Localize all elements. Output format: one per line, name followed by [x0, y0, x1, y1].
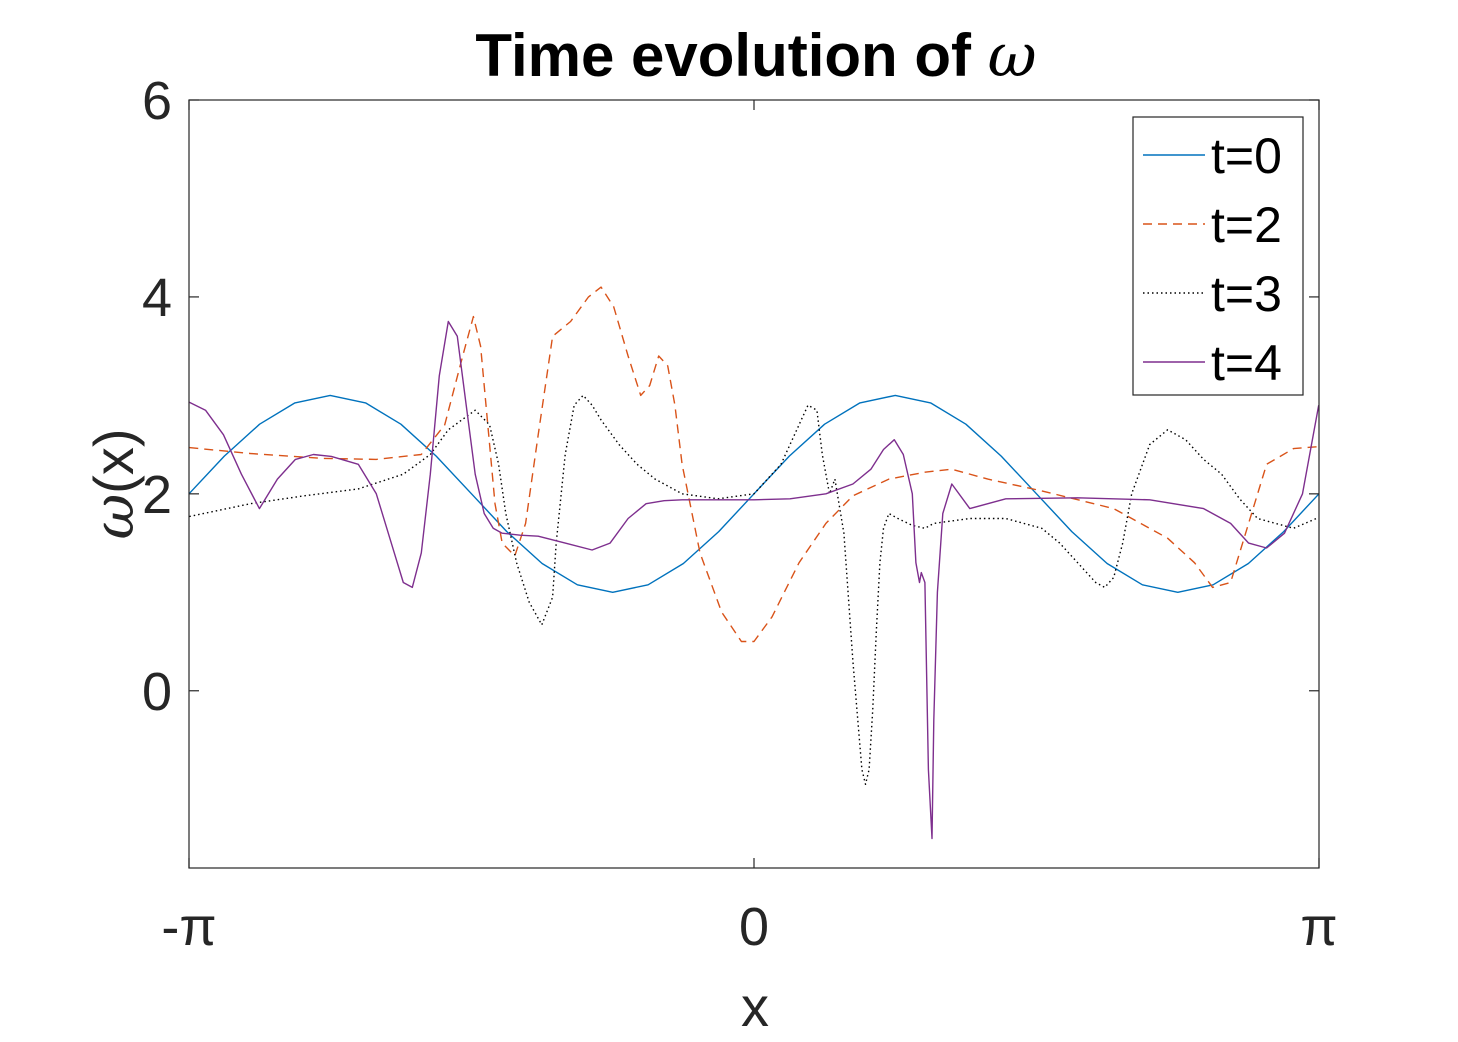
- chart-title-symbol: ω: [988, 21, 1037, 91]
- ticks-layer: -π 0 π 0 2 4 6: [142, 71, 1338, 957]
- legend-label-1: t=0: [1211, 128, 1282, 184]
- series-line-2: [189, 286, 1319, 643]
- y-tick-label-3: 4: [142, 268, 172, 328]
- y-axis-label-symbol: ω: [82, 494, 147, 540]
- legend-label-4: t=4: [1211, 335, 1282, 391]
- legend-label-2: t=2: [1211, 197, 1282, 253]
- y-tick-label-1: 0: [142, 662, 172, 722]
- legend-box: [1132, 116, 1304, 396]
- series-line-3: [189, 394, 1319, 785]
- y-axis-label-text: (x): [82, 429, 145, 494]
- x-axis-label: x: [741, 975, 769, 1038]
- chart-title: Time evolution of ω: [475, 21, 1036, 91]
- series-layer: [188, 286, 1320, 840]
- x-tick-label-1: -π: [161, 897, 216, 957]
- legend: t=0 t=2 t=3 t=4: [1132, 116, 1304, 396]
- x-tick-label-3: π: [1300, 897, 1337, 957]
- y-axis-label: ω(x): [82, 429, 147, 540]
- y-tick-label-4: 6: [142, 71, 172, 131]
- chart-title-text: Time evolution of: [475, 22, 987, 89]
- x-tick-label-2: 0: [739, 897, 769, 957]
- series-line-4: [188, 320, 1320, 840]
- legend-label-3: t=3: [1211, 266, 1282, 322]
- y-tick-label-2: 2: [142, 465, 172, 525]
